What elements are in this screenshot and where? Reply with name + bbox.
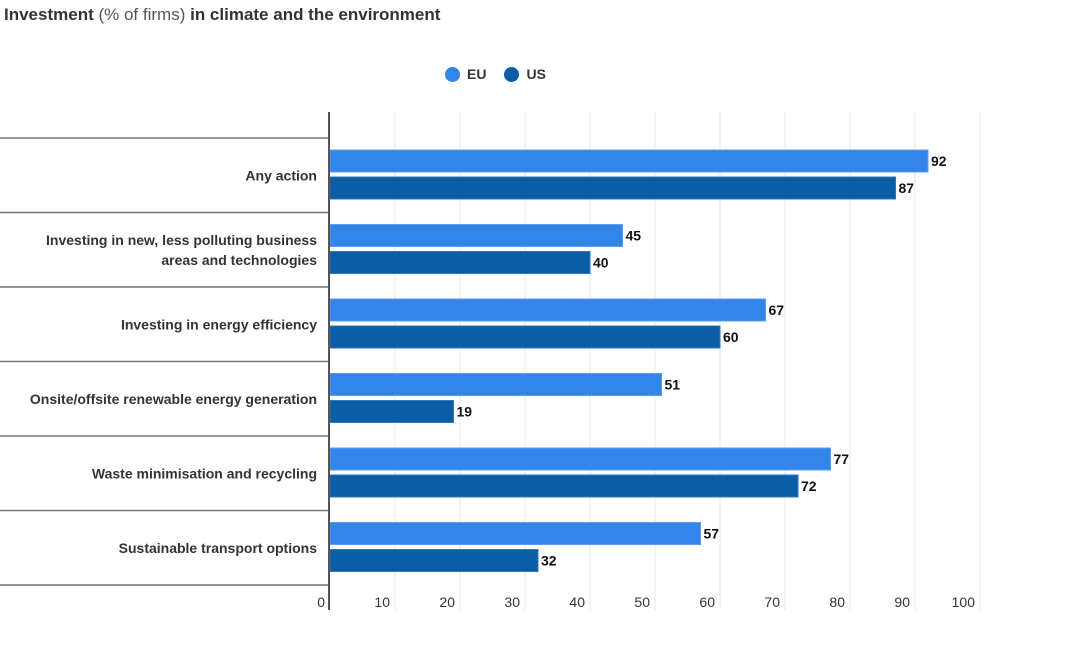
x-tick-label: 30 — [504, 594, 520, 610]
bar-us — [329, 251, 591, 274]
data-label: 77 — [834, 451, 850, 467]
data-label: 57 — [704, 526, 720, 542]
bar-eu — [329, 522, 701, 545]
data-label: 45 — [626, 228, 642, 244]
data-label: 60 — [723, 329, 739, 345]
bar-eu — [329, 298, 766, 322]
bar-eu — [329, 447, 831, 471]
data-label: 67 — [769, 302, 785, 318]
legend-dot-icon — [504, 66, 520, 82]
bar-eu — [329, 373, 662, 396]
x-tick-label: 50 — [634, 594, 650, 610]
x-tick-label: 70 — [764, 594, 780, 610]
data-label: 92 — [931, 153, 947, 169]
legend-label: US — [526, 66, 546, 82]
bar-us — [329, 176, 896, 200]
legend-label: EU — [467, 66, 487, 82]
x-tick-label: 10 — [374, 594, 390, 610]
legend-item-us[interactable]: US — [504, 66, 546, 82]
bar-us — [329, 474, 799, 498]
x-tick-label: 40 — [569, 594, 585, 610]
legend-item-eu[interactable]: EU — [445, 66, 486, 82]
chart-title: Investment (% of firms) in climate and t… — [4, 5, 440, 25]
category-label: areas and technologies — [161, 252, 317, 268]
x-tick-label: 100 — [952, 594, 976, 610]
data-label: 51 — [665, 377, 681, 393]
x-tick-label: 60 — [699, 594, 715, 610]
bar-eu — [329, 224, 623, 247]
x-tick-label: 90 — [894, 594, 910, 610]
legend: EU US — [445, 66, 564, 82]
bar-us — [329, 325, 721, 349]
bar-us — [329, 549, 539, 572]
category-label: Any action — [245, 167, 317, 183]
data-label: 87 — [899, 180, 915, 196]
category-label: Investing in energy efficiency — [121, 316, 317, 332]
data-label: 72 — [801, 478, 817, 494]
data-label: 32 — [541, 553, 557, 569]
x-tick-label: 80 — [829, 594, 845, 610]
category-label: Waste minimisation and recycling — [92, 465, 317, 481]
bar-us — [329, 400, 454, 423]
title-part-1: Investment — [4, 5, 94, 24]
category-label: Sustainable transport options — [119, 540, 318, 556]
title-part-2: (% of firms) — [93, 5, 191, 24]
x-tick-label: 0 — [317, 594, 325, 610]
x-tick-label: 20 — [439, 594, 455, 610]
bar-eu — [329, 149, 929, 173]
title-part-3: in climate and the environment — [190, 5, 441, 24]
category-label: Investing in new, less polluting busines… — [46, 232, 317, 248]
data-label: 19 — [457, 404, 473, 420]
data-label: 40 — [593, 255, 609, 271]
category-label: Onsite/offsite renewable energy generati… — [30, 391, 317, 407]
legend-dot-icon — [445, 66, 460, 82]
